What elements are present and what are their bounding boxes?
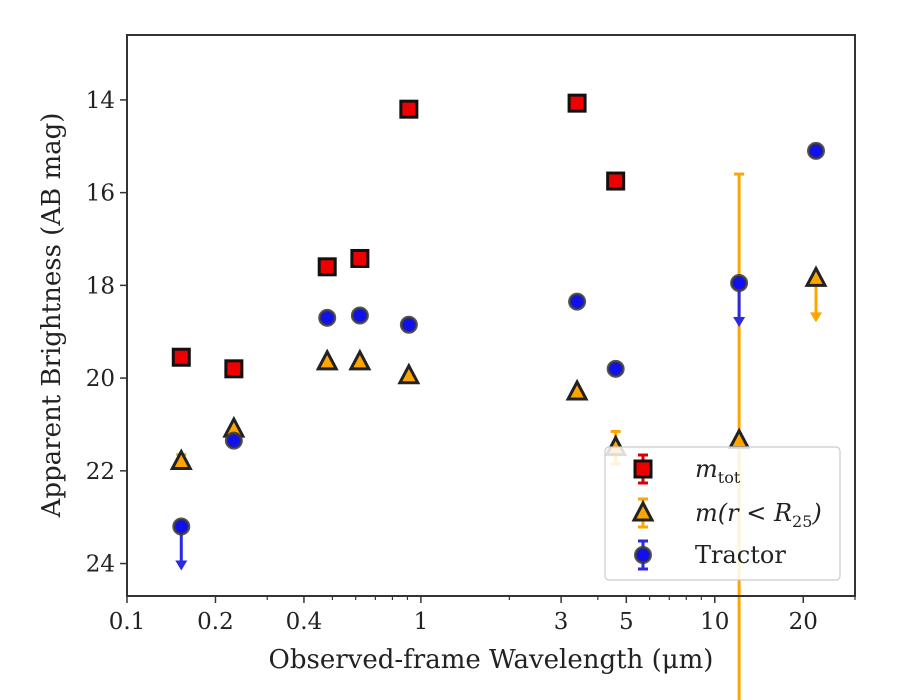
y-tick-label: 16 [86,181,115,207]
legend-label-subscript: tot [718,468,741,487]
x-tick-label: 5 [619,609,634,635]
data-point-tractor [224,431,243,450]
data-point-tractor [568,292,587,311]
x-tick-label: 0.4 [286,609,323,635]
legend-label-subscript: 25 [792,512,812,531]
y-tick-label: 22 [86,459,115,485]
data-point-m-r25 [348,348,372,371]
legend-entry-m-r25: m(r < R25) [631,497,822,531]
y-tick-label: 14 [86,88,115,114]
data-point-tractor [730,274,749,293]
data-point-tractor [350,306,369,325]
legend-entry-m-tot: mtot [633,453,741,487]
data-point-m-tot [224,359,244,379]
x-tick-label: 0.2 [197,609,234,635]
data-point-tractor [606,359,625,378]
legend-label-symbol: m [695,455,718,483]
legend-label-condition: (r < R [718,499,792,527]
data-point-m-r25 [565,378,589,401]
y-axis-title: Apparent Brightness (AB mag) [37,113,67,519]
data-point-m-tot [350,248,370,268]
upper-limit-arrowhead [175,560,188,571]
series-tractor [172,141,825,571]
legend-label-tractor: Tractor [695,541,786,569]
data-point-tractor [172,517,191,536]
data-point-m-tot [399,99,419,119]
data-point-m-tot [606,171,626,191]
data-point-m-tot [567,93,587,113]
x-tick-label: 20 [789,609,818,635]
legend-box [604,446,841,581]
x-axis-title: Observed-frame Wavelength (μm) [269,645,714,675]
x-tick-label: 10 [700,609,729,635]
upper-limit-arrowhead [733,317,746,328]
data-point-m-tot [317,257,337,277]
x-tick-label: 3 [554,609,569,635]
data-point-m-r25 [315,348,339,371]
plot-layer [169,93,828,700]
legend-marker-m-tot [633,459,653,479]
upper-limit-arrowhead [809,312,822,323]
legend-marker-m-r25 [631,499,655,522]
x-tick-label: 0.1 [109,609,146,635]
legend-label-text: Tractor [695,541,786,569]
legend-label-symbol: m [695,499,718,527]
data-point-tractor [806,141,825,160]
axes-layer: 0.1 0.2 0.4 1 3 5 10 20 14 16 18 20 22 24 [86,34,856,635]
x-tick-label: 1 [414,609,429,635]
legend-label-m-r25: m(r < R25) [695,499,822,531]
data-point-m-r25 [169,448,193,471]
legend-marker-tractor [634,546,652,564]
y-tick-label: 18 [86,273,115,299]
series-m-tot [171,93,626,379]
data-point-m-r25 [397,362,421,385]
data-point-tractor [399,315,418,334]
data-point-m-r25 [804,265,828,287]
data-point-m-tot [171,347,191,367]
legend-entry-tractor: Tractor [634,539,786,571]
legend-label-close-paren: ) [811,499,821,527]
plot-frame [126,34,856,597]
legend-label-m-tot: mtot [695,455,741,487]
data-point-tractor [318,308,337,327]
y-tick-label: 24 [86,552,115,578]
data-point-m-r25 [727,427,751,450]
y-tick-label: 20 [86,366,115,392]
